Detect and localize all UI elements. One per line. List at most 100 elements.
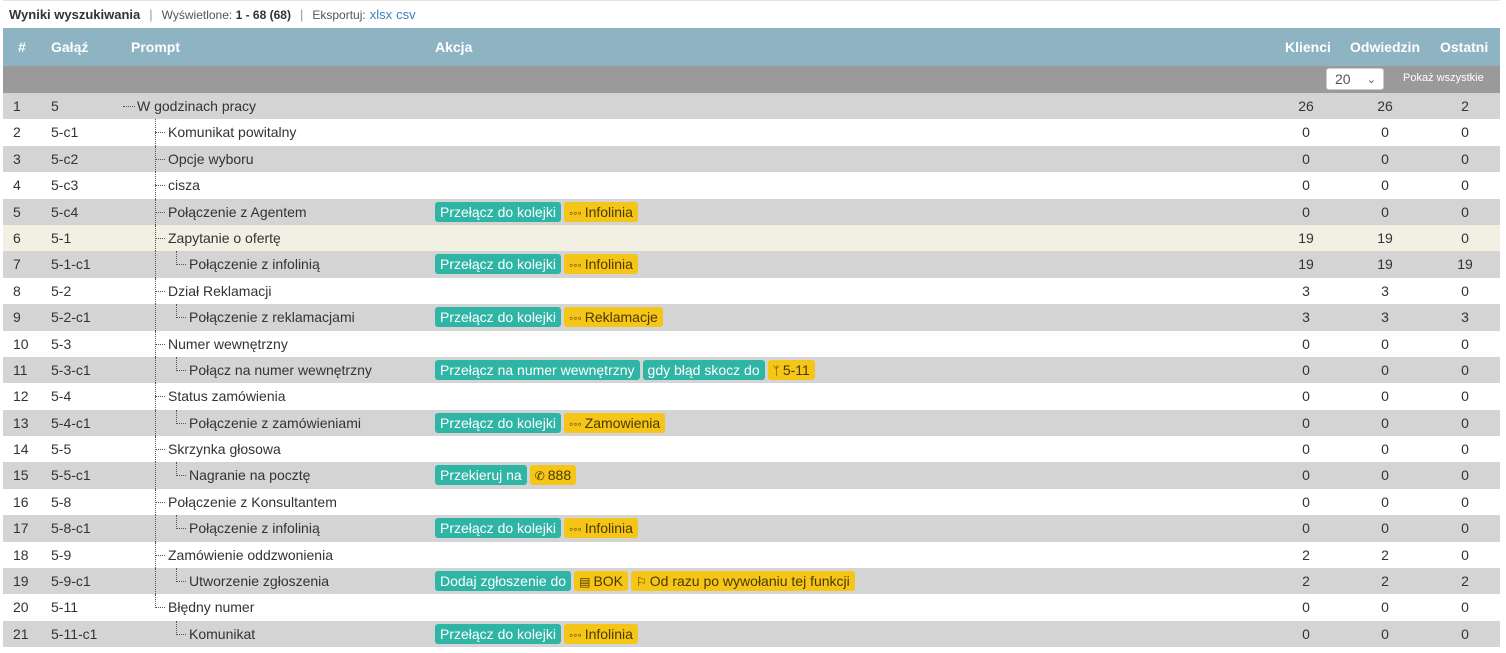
row-branch: 5-11	[51, 599, 78, 616]
table-row[interactable]: 17 5-8-c1 Połączenie z infolinią Przełącz d…	[3, 515, 1500, 542]
param-tag[interactable]: ◦◦◦ Zamowienia	[563, 412, 666, 433]
row-klienci: 0	[1302, 441, 1310, 458]
results-title: Wyniki wyszukiwania	[9, 7, 141, 22]
row-prompt[interactable]: Skrzynka głosowa	[168, 441, 281, 458]
table-row[interactable]: 1 5 W godzinach pracy 26 26 2	[3, 93, 1500, 120]
row-odwiedzin: 0	[1381, 203, 1389, 220]
row-prompt[interactable]: W godzinach pracy	[137, 98, 257, 114]
col-prompt[interactable]: Prompt	[131, 39, 180, 55]
export-csv-link[interactable]: csv	[396, 7, 416, 22]
row-ostatni: 0	[1461, 546, 1469, 563]
table-row[interactable]: 18 5-9 Zamówienie oddzwonienia 2 2 0	[3, 541, 1500, 569]
action-tag[interactable]: Przekieruj na	[435, 465, 527, 486]
table-row[interactable]: 4 5-c3 cisza 0 0 0	[3, 172, 1500, 199]
row-ostatni: 0	[1461, 229, 1469, 246]
row-number: 11	[13, 361, 28, 378]
action-tag[interactable]: Przełącz do kolejki	[435, 518, 561, 539]
table-row[interactable]: 13 5-4-c1 Połączenie z zamówieniami Przełąc…	[3, 409, 1500, 437]
row-branch: 5-9	[51, 546, 72, 563]
action-tag[interactable]: Przełącz do kolejki	[435, 623, 561, 644]
row-ostatni: 0	[1461, 520, 1469, 537]
tag-label: Infolinia	[584, 625, 633, 642]
table-row[interactable]: 20 5-11 Błędny numer 0 0 0	[3, 594, 1500, 621]
action-tag[interactable]: Dodaj zgłoszenie do	[435, 571, 572, 592]
row-prompt[interactable]: Połączenie z infolinią	[189, 256, 320, 273]
row-actions: Przekieruj na ✆ 888	[435, 465, 577, 486]
table-row[interactable]: 15 5-5-c1 Nagranie na pocztę Przekieruj na ✆…	[3, 462, 1500, 489]
table-row[interactable]: 10 5-3 Numer wewnętrzny 0 0 0	[3, 330, 1500, 357]
row-klienci: 0	[1302, 493, 1310, 510]
param-tag[interactable]: ✆ 888	[529, 465, 577, 486]
row-prompt[interactable]: Zapytanie o ofertę	[168, 229, 281, 246]
table-row[interactable]: 11 5-3-c1 Połącz na numer wewnętrzny Przełą…	[3, 356, 1500, 384]
row-prompt[interactable]: Komunikat powitalny	[168, 124, 297, 141]
row-klienci: 0	[1302, 414, 1310, 431]
row-prompt[interactable]: Połączenie z infolinią	[189, 520, 320, 537]
action-tag[interactable]: Przełącz na numer wewnętrzny	[435, 359, 640, 380]
action-tag[interactable]: Przełącz do kolejki	[435, 307, 561, 328]
col-action[interactable]: Akcja	[435, 39, 473, 55]
param-tag[interactable]: ◦◦◦ Infolinia	[563, 623, 638, 644]
table-row[interactable]: 6 5-1 Zapytanie o ofertę 19 19 0	[3, 224, 1500, 252]
action-tag[interactable]: Przełącz do kolejki	[435, 201, 561, 222]
table-row[interactable]: 9 5-2-c1 Połączenie z reklamacjami Przełącz…	[3, 304, 1500, 331]
param-tag[interactable]: ᛉ 5-11	[767, 359, 815, 380]
param-tag[interactable]: ◦◦◦ Infolinia	[563, 254, 638, 275]
row-branch: 5-1-c1	[51, 256, 91, 273]
row-prompt[interactable]: Komunikat	[189, 625, 256, 642]
row-prompt[interactable]: Połącz na numer wewnętrzny	[189, 361, 372, 378]
row-prompt[interactable]: Utworzenie zgłoszenia	[189, 573, 330, 590]
row-prompt[interactable]: Połączenie z reklamacjami	[189, 309, 355, 326]
table-row[interactable]: 8 5-2 Dział Reklamacji 3 3 0	[3, 277, 1500, 305]
row-prompt[interactable]: Nagranie na pocztę	[189, 467, 311, 484]
action-tag[interactable]: gdy błąd skocz do	[642, 359, 765, 380]
separator: |	[299, 7, 304, 22]
show-all-button[interactable]: Pokaż wszystkie	[1403, 72, 1484, 84]
row-klienci: 0	[1302, 599, 1310, 616]
row-prompt[interactable]: Zamówienie oddzwonienia	[168, 546, 333, 563]
col-num[interactable]: #	[18, 39, 26, 55]
table-row[interactable]: 7 5-1-c1 Połączenie z infolinią Przełącz do…	[3, 251, 1500, 278]
param-tag[interactable]: ◦◦◦ Infolinia	[563, 518, 638, 539]
phone-icon: ✆	[534, 469, 545, 484]
table-row[interactable]: 2 5-c1 Komunikat powitalny 0 0 0	[3, 119, 1500, 146]
table-row[interactable]: 16 5-8 Połączenie z Konsultantem 0 0 0	[3, 488, 1500, 516]
table-row[interactable]: 12 5-4 Status zamówienia 0 0 0	[3, 383, 1500, 410]
table-row[interactable]: 14 5-5 Skrzynka głosowa 0 0 0	[3, 436, 1500, 463]
param-tag[interactable]: ◦◦◦ Infolinia	[563, 201, 638, 222]
row-odwiedzin: 0	[1381, 414, 1389, 431]
col-odwiedzin[interactable]: Odwiedzin	[1350, 39, 1420, 55]
param-tag[interactable]: ◦◦◦ Reklamacje	[563, 307, 663, 328]
export-xlsx-link[interactable]: xlsx	[369, 7, 393, 22]
row-prompt[interactable]: Połączenie z zamówieniami	[189, 414, 361, 431]
tag-label: Przełącz do kolejki	[440, 625, 556, 642]
row-prompt[interactable]: Status zamówienia	[168, 388, 286, 405]
action-tag[interactable]: Przełącz do kolejki	[435, 254, 561, 275]
row-prompt[interactable]: cisza	[168, 177, 200, 194]
row-odwiedzin: 19	[1377, 229, 1393, 246]
row-number: 6	[13, 229, 21, 246]
table-row[interactable]: 3 5-c2 Opcje wyboru 0 0 0	[3, 145, 1500, 173]
row-klienci: 0	[1302, 203, 1310, 220]
param-tag[interactable]: ▤ BOK	[574, 571, 629, 592]
row-prompt[interactable]: Numer wewnętrzny	[168, 335, 288, 352]
row-prompt[interactable]: Błędny numer	[168, 599, 255, 616]
row-odwiedzin: 0	[1381, 150, 1389, 167]
row-odwiedzin: 0	[1381, 441, 1389, 458]
col-klienci[interactable]: Klienci	[1285, 39, 1331, 55]
row-prompt[interactable]: Dział Reklamacji	[168, 282, 272, 299]
row-prompt[interactable]: Opcje wyboru	[168, 150, 254, 167]
page-size-select[interactable]: 20 ⌄	[1326, 68, 1384, 90]
row-ostatni: 0	[1461, 414, 1469, 431]
row-number: 14	[13, 441, 29, 458]
col-branch[interactable]: Gałąź	[51, 39, 89, 55]
table-row[interactable]: 21 5-11-c1 Komunikat Przełącz do kolejki ◦◦◦…	[3, 620, 1500, 648]
table-row[interactable]: 5 5-c4 Połączenie z Agentem Przełącz do kol…	[3, 198, 1500, 225]
param-tag[interactable]: ⚐ Od razu po wywołaniu tej funkcji	[631, 571, 855, 592]
table-row[interactable]: 19 5-9-c1 Utworzenie zgłoszenia Dodaj zgłos…	[3, 568, 1500, 595]
action-tag[interactable]: Przełącz do kolejki	[435, 412, 561, 433]
row-prompt[interactable]: Połączenie z Agentem	[168, 203, 307, 220]
row-prompt[interactable]: Połączenie z Konsultantem	[168, 493, 337, 510]
col-ostatni[interactable]: Ostatni	[1440, 39, 1489, 55]
row-ostatni: 0	[1461, 467, 1469, 484]
